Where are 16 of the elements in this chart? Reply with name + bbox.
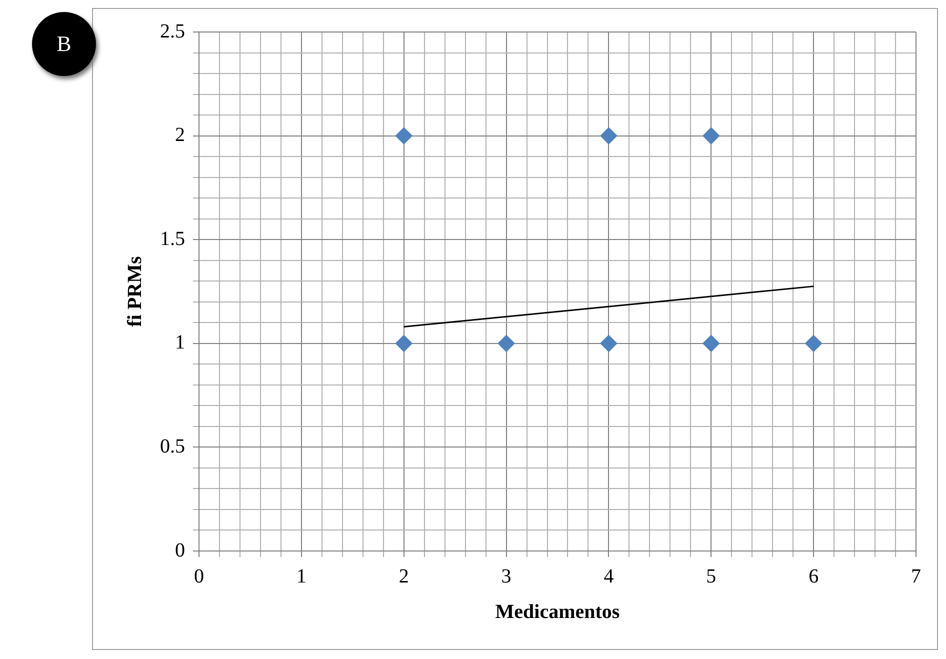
y-tick-label: 1 <box>175 332 185 354</box>
y-tick-label: 0.5 <box>160 435 185 458</box>
x-tick-label: 1 <box>296 565 306 588</box>
y-tick-label: 2 <box>175 124 185 146</box>
x-tick-label: 5 <box>706 565 716 588</box>
x-tick-label: 0 <box>194 565 204 588</box>
x-tick-label: 7 <box>911 565 921 588</box>
y-axis-title: fi PRMs <box>124 256 146 327</box>
x-tick-label: 3 <box>501 565 512 588</box>
y-tick-label: 0 <box>175 539 185 562</box>
x-tick-label: 6 <box>808 565 819 588</box>
x-axis-title: Medicamentos <box>495 601 620 624</box>
y-tick-label: 1.5 <box>160 228 185 250</box>
x-tick-label: 2 <box>398 565 409 588</box>
x-tick-label: 4 <box>604 565 614 588</box>
y-tick-label: 2.5 <box>160 20 185 42</box>
